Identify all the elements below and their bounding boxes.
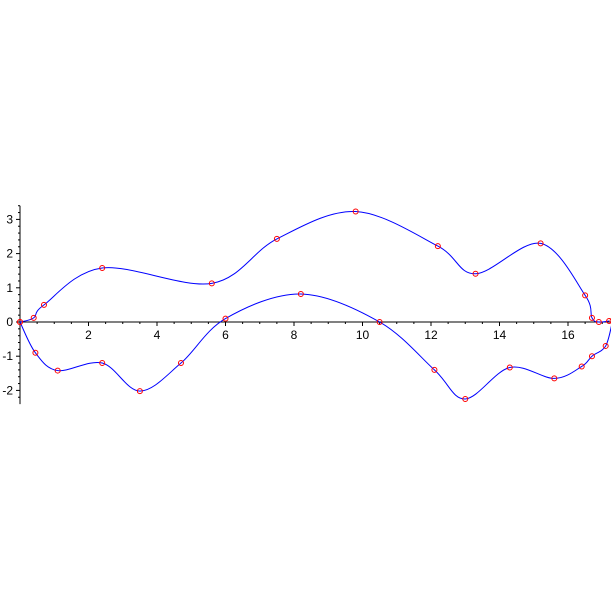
- data-point-marker: [582, 292, 589, 299]
- data-point-marker: [30, 314, 37, 321]
- data-point-marker: [434, 243, 441, 250]
- data-point-marker: [588, 314, 595, 321]
- data-point-marker: [472, 270, 479, 277]
- data-point-marker: [551, 375, 558, 382]
- data-point-marker: [54, 367, 61, 374]
- y-tick-label: 2: [6, 247, 13, 261]
- x-tick-label: 8: [291, 328, 298, 342]
- x-tick-label: 6: [222, 328, 229, 342]
- data-point-marker: [208, 280, 215, 287]
- x-tick-label: 2: [85, 328, 92, 342]
- data-point-marker: [537, 240, 544, 247]
- x-tick-label: 10: [356, 328, 370, 342]
- curve-group: [19, 211, 611, 400]
- data-point-marker: [578, 363, 585, 370]
- data-point-marker: [177, 360, 184, 367]
- data-point-marker: [99, 264, 106, 271]
- data-point-marker: [40, 301, 47, 308]
- data-point-marker: [136, 388, 143, 395]
- data-point-marker: [506, 364, 513, 371]
- data-point-marker: [431, 366, 438, 373]
- data-point-marker: [99, 360, 106, 367]
- series-line-1: [19, 211, 610, 323]
- x-tick-label: 4: [154, 328, 161, 342]
- data-point-marker: [595, 319, 602, 325]
- x-tick-label: 16: [561, 328, 575, 342]
- data-point-marker: [606, 317, 611, 324]
- x-tick-label: 12: [424, 328, 438, 342]
- data-point-marker: [602, 342, 609, 349]
- y-tick-group: -2 -1 0 1 2 3: [2, 205, 20, 398]
- data-point-marker: [352, 208, 359, 215]
- data-point-marker: [376, 319, 383, 325]
- data-point-marker: [297, 290, 304, 297]
- data-point-marker: [32, 349, 39, 356]
- y-tick-label: -2: [2, 383, 13, 397]
- data-point-marker: [222, 315, 229, 322]
- x-tick-label: 14: [493, 328, 507, 342]
- data-point-marker: [273, 235, 280, 242]
- x-tick-group: 2 4 6 8 10 12 14 16: [19, 322, 603, 342]
- marker-group: [17, 208, 611, 402]
- data-point-marker: [609, 318, 611, 324]
- data-point-marker: [17, 319, 23, 325]
- data-point-marker: [462, 395, 469, 402]
- y-tick-label: 1: [6, 281, 13, 295]
- y-tick-label: -1: [2, 349, 13, 363]
- y-tick-label: 3: [6, 212, 13, 226]
- data-point-marker: [588, 353, 595, 360]
- y-tick-label: 0: [6, 315, 13, 329]
- series-line-2: [19, 293, 611, 400]
